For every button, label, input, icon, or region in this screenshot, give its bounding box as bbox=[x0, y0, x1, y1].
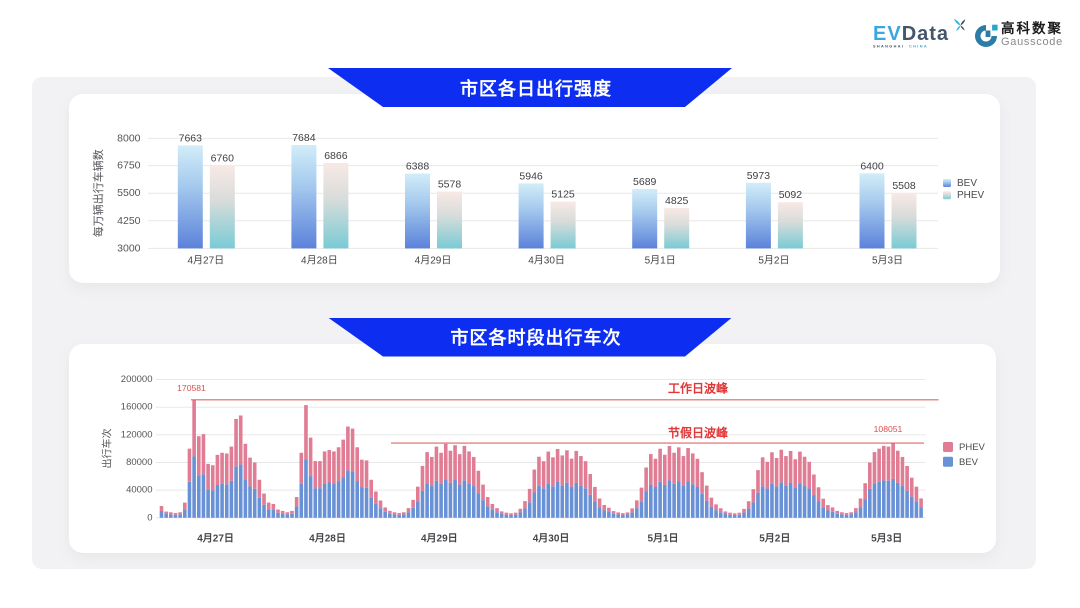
svg-text:5月3日: 5月3日 bbox=[872, 255, 903, 267]
svg-text:6760: 6760 bbox=[211, 152, 235, 164]
svg-text:4250: 4250 bbox=[117, 215, 141, 227]
svg-text:5月2日: 5月2日 bbox=[759, 533, 790, 545]
svg-text:PHEV: PHEV bbox=[957, 190, 985, 201]
svg-text:170581: 170581 bbox=[177, 383, 206, 393]
svg-text:0: 0 bbox=[147, 512, 152, 523]
svg-text:4825: 4825 bbox=[665, 195, 689, 207]
svg-text:7684: 7684 bbox=[292, 132, 316, 144]
svg-text:5月1日: 5月1日 bbox=[647, 533, 678, 545]
svg-text:200000: 200000 bbox=[121, 374, 153, 385]
svg-text:4月28日: 4月28日 bbox=[301, 255, 338, 267]
svg-text:工作日波峰: 工作日波峰 bbox=[668, 381, 729, 396]
svg-text:6750: 6750 bbox=[117, 160, 141, 172]
svg-text:6866: 6866 bbox=[324, 150, 348, 162]
svg-text:6400: 6400 bbox=[860, 160, 884, 172]
svg-text:5500: 5500 bbox=[117, 187, 141, 199]
svg-text:5689: 5689 bbox=[633, 176, 657, 188]
svg-text:4月28日: 4月28日 bbox=[309, 533, 346, 545]
svg-text:160000: 160000 bbox=[121, 402, 153, 413]
svg-text:7663: 7663 bbox=[179, 132, 203, 144]
svg-text:5508: 5508 bbox=[892, 180, 916, 192]
svg-text:5月2日: 5月2日 bbox=[758, 255, 789, 267]
svg-text:120000: 120000 bbox=[121, 429, 153, 440]
svg-text:PHEV: PHEV bbox=[959, 442, 986, 453]
svg-text:节假日波峰: 节假日波峰 bbox=[668, 425, 729, 440]
svg-text:5973: 5973 bbox=[747, 170, 771, 182]
svg-text:4月29日: 4月29日 bbox=[421, 533, 458, 545]
svg-text:4月29日: 4月29日 bbox=[415, 255, 452, 267]
svg-text:3000: 3000 bbox=[117, 242, 141, 254]
svg-text:5578: 5578 bbox=[438, 179, 462, 191]
svg-text:5125: 5125 bbox=[551, 189, 575, 201]
svg-text:4月27日: 4月27日 bbox=[187, 255, 224, 267]
svg-text:8000: 8000 bbox=[117, 132, 141, 144]
svg-text:40000: 40000 bbox=[126, 485, 152, 496]
svg-text:4月30日: 4月30日 bbox=[533, 533, 570, 545]
svg-text:BEV: BEV bbox=[957, 178, 977, 189]
svg-text:5月3日: 5月3日 bbox=[871, 533, 902, 545]
svg-text:每万辆出行车辆数: 每万辆出行车辆数 bbox=[91, 149, 105, 237]
svg-text:出行车次: 出行车次 bbox=[101, 429, 114, 469]
svg-text:5946: 5946 bbox=[519, 170, 543, 182]
svg-text:108051: 108051 bbox=[874, 424, 903, 434]
svg-text:4月27日: 4月27日 bbox=[197, 533, 234, 545]
svg-text:BEV: BEV bbox=[959, 457, 979, 468]
svg-text:5月1日: 5月1日 bbox=[645, 255, 676, 267]
svg-text:5092: 5092 bbox=[779, 189, 803, 201]
svg-text:4月30日: 4月30日 bbox=[528, 255, 565, 267]
svg-text:80000: 80000 bbox=[126, 457, 152, 468]
svg-text:6388: 6388 bbox=[406, 161, 430, 173]
